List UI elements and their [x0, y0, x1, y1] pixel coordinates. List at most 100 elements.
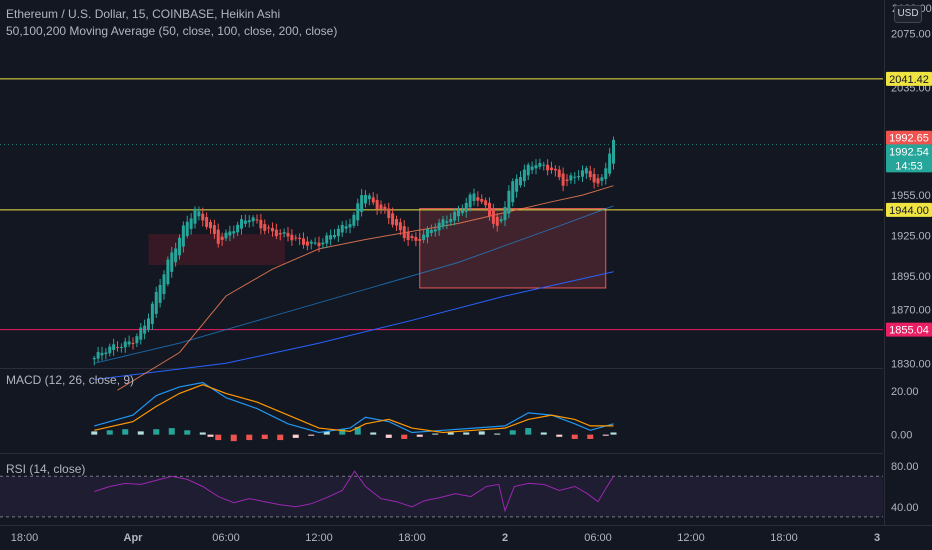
candle-body [360, 195, 364, 212]
time-tick: 2 [502, 532, 508, 544]
candle-body [387, 208, 391, 219]
macd-histogram-bar [153, 429, 160, 435]
candle-body [550, 167, 553, 171]
price-tag-bg [886, 322, 932, 337]
candle-body [274, 229, 278, 237]
candle-body [286, 232, 290, 237]
candle-body [395, 218, 398, 226]
macd-histogram-bar [137, 431, 144, 435]
candle-body [290, 234, 294, 241]
price-tick: 1955.00 [891, 190, 931, 202]
macd-histogram-bar [339, 429, 346, 435]
candle-body [127, 341, 131, 345]
time-tick: 18:00 [398, 532, 426, 544]
macd-line [94, 381, 614, 434]
candle-body [305, 241, 309, 246]
candle-body [197, 211, 201, 217]
candle-body [205, 217, 209, 227]
candle-body [352, 214, 356, 226]
price-tag-label: 1992.65 [889, 133, 929, 145]
candle-body [135, 336, 139, 344]
candle-body [294, 237, 298, 239]
macd-histogram-bar [246, 434, 253, 441]
candle-body [298, 237, 302, 240]
candle-body [429, 229, 433, 234]
macd-histogram-bar [610, 432, 617, 435]
macd-histogram-bar [587, 434, 594, 439]
candle-body [480, 198, 484, 202]
candle-body [526, 164, 530, 176]
candle-body [414, 237, 418, 241]
candle-body [189, 218, 193, 229]
candle-body [150, 303, 154, 325]
time-tick: 18:00 [770, 532, 798, 544]
candle-body [484, 200, 488, 206]
rsi-tick: 40.00 [891, 502, 919, 514]
candle-body [573, 176, 577, 178]
candle-body [329, 235, 333, 240]
candle-body [402, 226, 406, 239]
time-tick: 18:00 [11, 532, 39, 544]
macd-histogram-bar [463, 432, 470, 435]
candle-body [584, 168, 588, 174]
candle-body [577, 176, 581, 178]
price-tag-bg [886, 202, 932, 217]
currency-button[interactable]: USD [894, 5, 922, 23]
candle-body [612, 139, 615, 164]
candle-body [96, 351, 100, 359]
candle-body [433, 229, 437, 232]
candle-body [228, 231, 232, 236]
candle-body [460, 210, 464, 214]
candle-body [139, 327, 143, 340]
time-tick: 12:00 [677, 532, 705, 544]
rsi-line [94, 470, 614, 513]
candle-body [472, 193, 476, 201]
candle-body [596, 178, 600, 184]
candle-body [511, 181, 515, 203]
candle-body [181, 225, 185, 247]
candle-body [278, 232, 282, 235]
candle-body [321, 242, 325, 245]
macd-histogram-bar [261, 434, 268, 439]
price-tick: 1830.00 [891, 358, 931, 370]
candle-body [515, 178, 519, 192]
candle-body [263, 224, 267, 231]
moving-average-legend: 50,100,200 Moving Average (50, close, 10… [6, 24, 338, 38]
macd-histogram-bar [571, 434, 578, 439]
candle-body [371, 197, 375, 203]
time-tick: 06:00 [212, 532, 240, 544]
candle-body [348, 224, 352, 228]
macd-tick: 0.00 [891, 430, 912, 442]
candle-body [476, 197, 480, 201]
candle-body [340, 224, 344, 233]
macd-histogram-bar [401, 434, 408, 439]
candle-body [592, 174, 596, 183]
candle-body [542, 164, 546, 166]
time-tick: Apr [124, 532, 144, 544]
macd-histogram-bar [277, 434, 284, 441]
candle-body [302, 238, 305, 245]
macd-histogram-bar [168, 428, 175, 435]
candle-body [170, 252, 174, 272]
macd-tick: 20.00 [891, 386, 919, 398]
price-tag-bg [886, 71, 932, 86]
price-tag-label: 1855.04 [889, 325, 929, 337]
candle-body [569, 175, 573, 181]
candle-body [364, 194, 367, 204]
macd-histogram-bar [354, 427, 361, 435]
candle-body [166, 259, 170, 285]
price-tag: 1944.00 [886, 202, 932, 217]
candle-body [104, 352, 108, 355]
macd-histogram-bar [556, 434, 563, 437]
price-tag-label: 2041.42 [889, 74, 929, 86]
macd-histogram-bar [215, 434, 222, 441]
candle-body [422, 234, 426, 240]
candle-body [375, 199, 379, 210]
price-tag: 1992.54 14:53 [886, 144, 932, 173]
candle-body [464, 202, 468, 212]
candle-body [553, 168, 557, 171]
candle-body [561, 173, 565, 186]
candle-body [441, 219, 445, 227]
candle-body [220, 236, 224, 240]
